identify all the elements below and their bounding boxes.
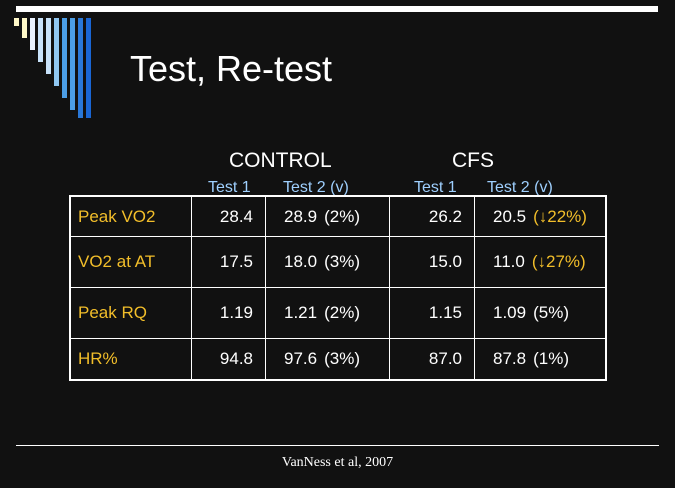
control-test1-value: 17.5 (192, 237, 266, 288)
control-change-value: (3%) (324, 252, 360, 271)
row-label-peak-vo2: Peak VO2 (71, 197, 192, 237)
cfs-test2-cell: 87.8 (1%) (475, 339, 605, 379)
cfs-test2-value: 11.0 (493, 252, 525, 271)
cfs-change-value: (5%) (533, 303, 569, 322)
decorative-stripes-graphic (14, 18, 91, 118)
cfs-test1-header: Test 1 (414, 179, 457, 196)
cfs-group-header: CFS (452, 149, 494, 172)
cfs-test1-value: 87.0 (390, 339, 475, 379)
row-label-vo2-at-at: VO2 at AT (71, 237, 192, 288)
decorative-stripe (78, 18, 83, 118)
control-change-value: (3%) (324, 349, 360, 368)
control-group-header: CONTROL (229, 149, 332, 172)
bottom-rule (16, 445, 659, 446)
cfs-test1-value: 1.15 (390, 288, 475, 339)
decorative-stripe (54, 18, 59, 86)
control-test2-value: 28.9 (284, 206, 318, 226)
cfs-test1-value: 15.0 (390, 237, 475, 288)
cfs-test1-value: 26.2 (390, 197, 475, 237)
control-test1-value: 28.4 (192, 197, 266, 237)
cfs-change-value: (↓27%) (531, 252, 586, 271)
control-test2-value: 97.6 (284, 349, 318, 368)
citation: VanNess et al, 2007 (281, 455, 394, 470)
decorative-stripe (30, 18, 35, 50)
results-table: Peak VO2 28.4 28.9 (2%) 26.2 20.5 (↓22%)… (69, 195, 607, 381)
cfs-test2-value: 87.8 (493, 349, 527, 368)
decorative-stripe (14, 18, 19, 26)
decorative-stripe (86, 18, 91, 118)
control-test2-value: 18.0 (284, 252, 318, 271)
decorative-stripe (70, 18, 75, 110)
control-test1-value: 1.19 (192, 288, 266, 339)
decorative-stripe (38, 18, 43, 62)
cfs-test2-value: 1.09 (493, 303, 527, 322)
decorative-stripe (22, 18, 27, 38)
control-test2-header: Test 2 (v) (283, 179, 349, 196)
control-test2-cell: 1.21 (2%) (266, 288, 390, 339)
top-rule (16, 6, 658, 12)
cfs-test2-cell: 20.5 (↓22%) (475, 197, 605, 237)
cfs-test2-header: Test 2 (v) (487, 179, 553, 196)
cfs-change-value: (↓22%) (533, 206, 587, 226)
control-test1-header: Test 1 (208, 179, 251, 196)
control-change-value: (2%) (324, 303, 360, 322)
control-test1-value: 94.8 (192, 339, 266, 379)
control-change-value: (2%) (324, 206, 360, 226)
cfs-test2-cell: 11.0 (↓27%) (475, 237, 605, 288)
decorative-stripe (46, 18, 51, 74)
cfs-test2-value: 20.5 (493, 206, 527, 226)
cfs-change-value: (1%) (533, 349, 569, 368)
control-test2-cell: 28.9 (2%) (266, 197, 390, 237)
decorative-stripe (62, 18, 67, 98)
control-test2-value: 1.21 (284, 303, 318, 322)
slide-title: Test, Re-test (130, 48, 333, 89)
control-test2-cell: 18.0 (3%) (266, 237, 390, 288)
control-test2-cell: 97.6 (3%) (266, 339, 390, 379)
cfs-test2-cell: 1.09 (5%) (475, 288, 605, 339)
row-label-peak-rq: Peak RQ (71, 288, 192, 339)
row-label-hr-percent: HR% (71, 339, 192, 379)
